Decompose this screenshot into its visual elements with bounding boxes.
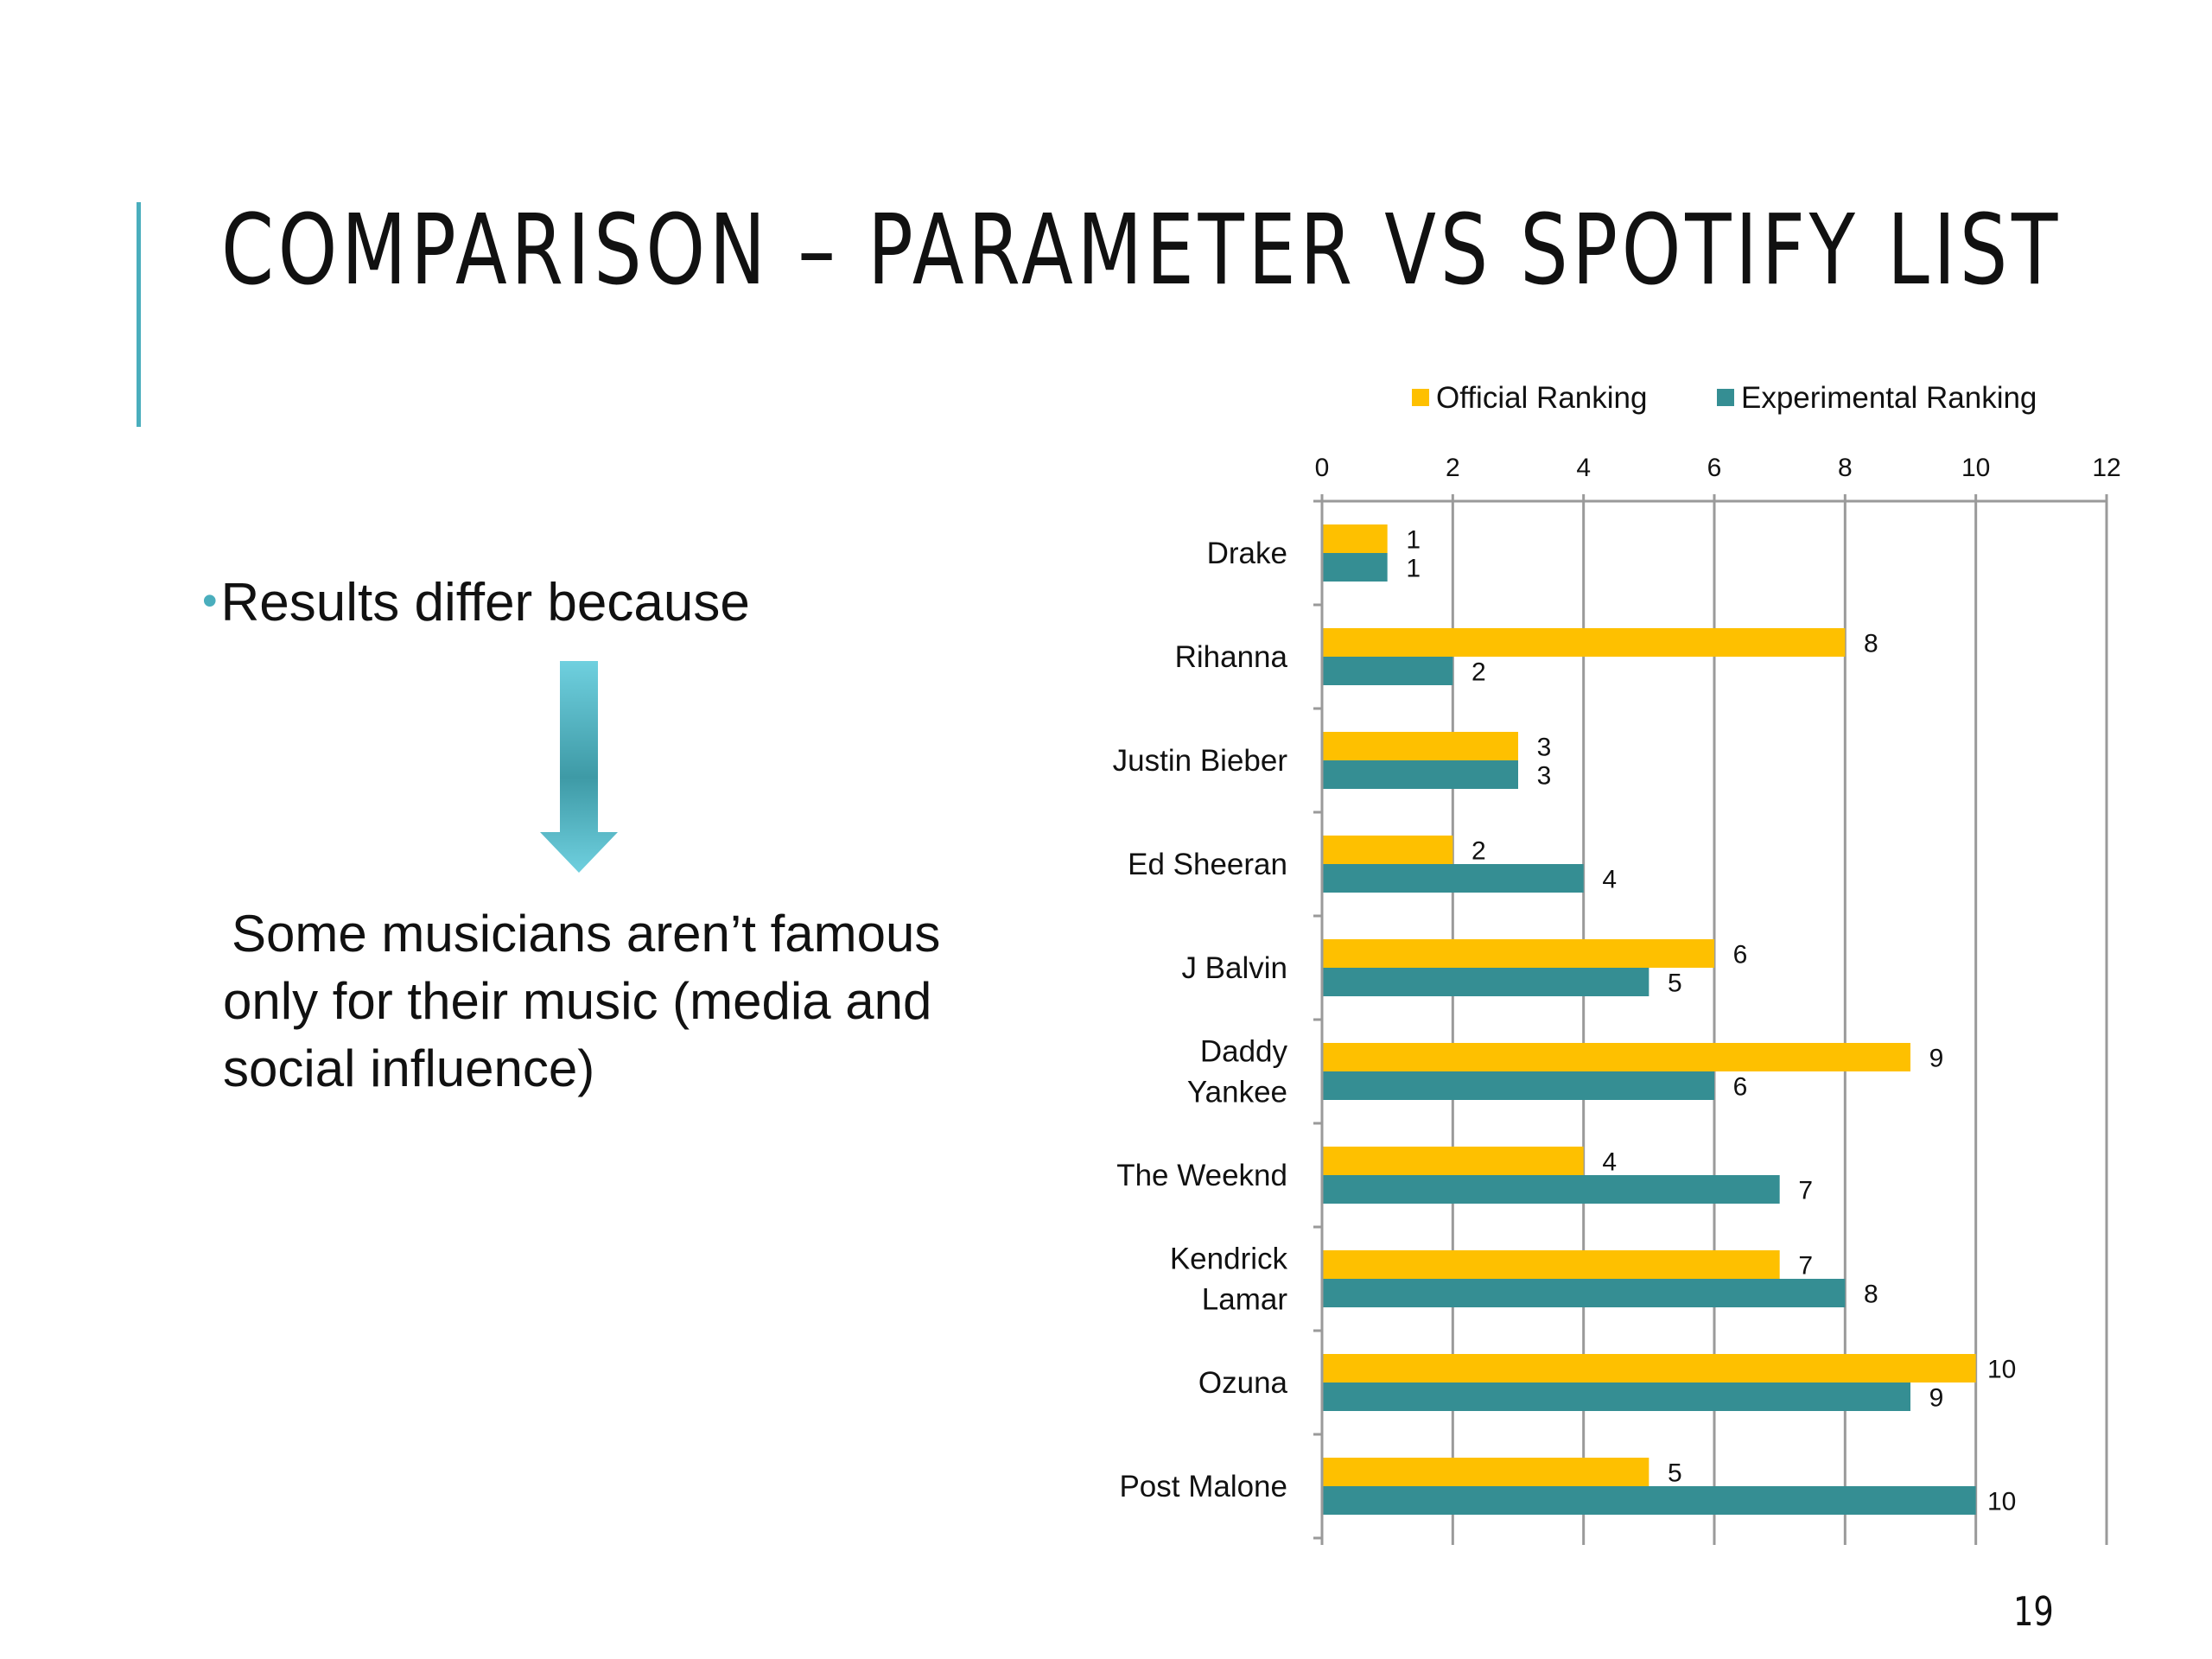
category-label: Drake	[1207, 537, 1287, 570]
category-label: Rihanna	[1175, 640, 1288, 674]
bar-official	[1322, 1354, 1976, 1382]
bar-official	[1322, 836, 1453, 864]
category-label: Kendrick	[1170, 1243, 1288, 1276]
bar-official	[1322, 1043, 1910, 1071]
data-label: 4	[1602, 1148, 1617, 1177]
bar-official	[1322, 1147, 1584, 1175]
bar-experimental	[1322, 760, 1518, 789]
category-label: Yankee	[1187, 1076, 1287, 1109]
bar-official	[1322, 628, 1846, 657]
bullet-text: Results differ because	[220, 573, 750, 632]
bar-experimental	[1322, 864, 1584, 893]
data-label: 5	[1668, 1459, 1682, 1488]
explanation-line: Some musicians aren’t famous	[232, 905, 941, 963]
explanation-line: only for their music (media and	[223, 972, 932, 1030]
bullet-dot: •	[202, 576, 218, 625]
data-label: 1	[1406, 526, 1421, 555]
data-label: 9	[1929, 1384, 1944, 1413]
bar-experimental	[1322, 1279, 1846, 1307]
slide-title: COMPARISON – PARAMETER VS SPOTIFY LIST	[221, 194, 2063, 307]
bar-experimental	[1322, 968, 1649, 996]
category-label: Daddy	[1200, 1035, 1288, 1069]
category-label: Justin Bieber	[1113, 744, 1288, 778]
x-tick-label: 2	[1446, 454, 1460, 482]
bar-experimental	[1322, 1175, 1780, 1204]
legend-swatch	[1717, 389, 1734, 406]
category-label: J Balvin	[1181, 951, 1287, 985]
category-label: Ozuna	[1198, 1366, 1288, 1400]
bar-official	[1322, 939, 1714, 968]
data-label: 7	[1798, 1252, 1813, 1281]
category-label: Lamar	[1202, 1283, 1288, 1317]
explanation-line: social influence)	[223, 1039, 595, 1097]
data-label: 8	[1864, 630, 1878, 658]
category-label: The Weeknd	[1116, 1159, 1287, 1192]
legend-label: Official Ranking	[1436, 381, 1647, 415]
data-label: 5	[1668, 969, 1682, 998]
data-label: 1	[1406, 555, 1421, 583]
down-arrow-icon	[540, 661, 618, 873]
bar-official	[1322, 1458, 1649, 1486]
bar-official	[1322, 732, 1518, 760]
data-label: 2	[1471, 658, 1486, 687]
x-tick-label: 6	[1707, 454, 1722, 482]
x-tick-label: 4	[1576, 454, 1591, 482]
title-accent-bar	[137, 202, 141, 427]
bar-experimental	[1322, 1382, 1910, 1411]
bullet-item: •Results differ because	[202, 572, 750, 633]
data-label: 4	[1602, 866, 1617, 894]
data-label: 3	[1537, 734, 1552, 762]
x-tick-label: 12	[2092, 454, 2120, 482]
bar-experimental	[1322, 553, 1388, 582]
category-label: Ed Sheeran	[1128, 848, 1287, 881]
data-label: 3	[1537, 762, 1552, 791]
x-tick-label: 8	[1838, 454, 1853, 482]
x-tick-label: 10	[1961, 454, 1990, 482]
data-label: 8	[1864, 1281, 1878, 1309]
legend-label: Experimental Ranking	[1741, 381, 2037, 415]
bar-experimental	[1322, 1071, 1714, 1100]
data-label: 10	[1987, 1356, 2016, 1384]
data-label: 7	[1798, 1177, 1813, 1205]
slide-number: 19	[2013, 1588, 2054, 1635]
data-label: 6	[1733, 941, 1748, 969]
category-label: Post Malone	[1119, 1470, 1287, 1503]
legend-swatch	[1412, 389, 1429, 406]
explanation-text: Some musicians aren’t famous only for th…	[223, 900, 1070, 1103]
data-label: 6	[1733, 1073, 1748, 1102]
bar-official	[1322, 1250, 1780, 1279]
data-label: 9	[1929, 1045, 1944, 1073]
data-label: 10	[1987, 1488, 2016, 1516]
x-tick-label: 0	[1315, 454, 1330, 482]
bar-experimental	[1322, 1486, 1976, 1515]
data-label: 2	[1471, 837, 1486, 866]
bar-experimental	[1322, 657, 1453, 685]
bar-official	[1322, 524, 1388, 553]
